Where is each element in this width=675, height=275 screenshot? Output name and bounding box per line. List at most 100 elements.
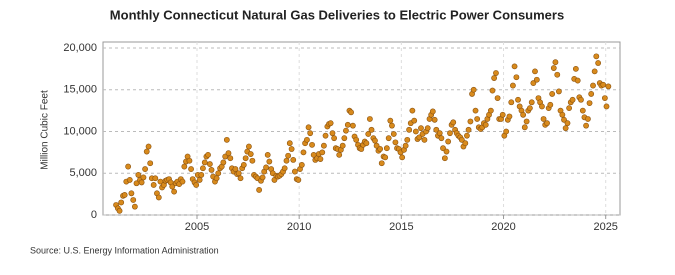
data-point (532, 68, 538, 75)
data-point (539, 103, 545, 110)
data-point (533, 76, 540, 83)
data-point (135, 172, 142, 178)
data-point (290, 156, 297, 163)
data-point (256, 187, 263, 193)
data-point (322, 132, 329, 139)
data-point (474, 116, 481, 122)
data-point (528, 99, 535, 106)
data-point (549, 91, 556, 97)
data-point (298, 161, 305, 168)
data-point (365, 131, 372, 137)
data-point (118, 199, 125, 206)
data-point (569, 96, 576, 103)
data-point (348, 109, 354, 116)
data-point (566, 105, 573, 112)
data-point (491, 75, 498, 81)
x-tick-label: 2025 (593, 221, 617, 233)
data-point (142, 166, 148, 172)
data-point (320, 142, 327, 149)
data-point (196, 177, 203, 183)
data-point (213, 175, 220, 182)
data-point (601, 95, 608, 101)
data-point (482, 121, 489, 128)
y-tick-label: 5,000 (69, 167, 97, 179)
data-point (412, 128, 419, 135)
data-point (406, 126, 413, 133)
data-point (402, 142, 409, 149)
data-point (339, 142, 346, 149)
data-point (392, 139, 399, 146)
data-point (138, 179, 145, 186)
data-point (470, 86, 477, 93)
data-point (561, 116, 567, 123)
data-point (121, 192, 128, 198)
data-point (387, 117, 394, 124)
data-point (513, 74, 520, 81)
data-point (286, 140, 293, 147)
data-point (554, 71, 561, 78)
data-point (143, 148, 150, 155)
data-point (291, 168, 298, 175)
data-point (433, 126, 440, 133)
data-point (125, 163, 132, 170)
data-point (366, 116, 373, 122)
data-point (145, 143, 152, 150)
data-point (404, 136, 411, 143)
data-point (515, 96, 521, 103)
data-point (440, 145, 446, 152)
data-point (150, 182, 157, 188)
data-point (494, 95, 501, 101)
data-point (520, 111, 527, 118)
data-point (586, 100, 593, 107)
data-point (493, 70, 499, 76)
data-point (588, 91, 595, 97)
data-point (283, 157, 290, 164)
plot-frame (102, 41, 621, 216)
data-point (464, 132, 470, 139)
data-point (128, 190, 135, 197)
data-point (126, 177, 133, 183)
data-point (206, 161, 213, 167)
data-point (200, 165, 206, 172)
data-point (363, 140, 370, 147)
data-point (242, 155, 249, 162)
data-point (547, 101, 554, 108)
data-point (467, 118, 474, 125)
data-point (240, 161, 247, 168)
data-point (550, 65, 557, 71)
data-point (327, 120, 334, 127)
data-point (385, 135, 392, 142)
data-point (198, 172, 205, 178)
y-tick-label: 20,000 (63, 42, 97, 54)
data-point (418, 125, 424, 132)
data-point (130, 197, 137, 203)
data-point (462, 140, 469, 147)
x-tick-label: 2020 (491, 221, 515, 233)
data-point (140, 174, 147, 181)
data-point (205, 151, 211, 158)
chart-title: Monthly Connecticut Natural Gas Deliveri… (110, 7, 564, 22)
data-point (232, 166, 239, 172)
data-point (227, 155, 234, 162)
data-point (508, 99, 515, 106)
data-point (487, 107, 494, 114)
data-point (336, 151, 343, 158)
data-point (350, 122, 356, 129)
data-point (506, 113, 513, 120)
data-point (116, 207, 123, 214)
source-note: Source: U.S. Energy Information Administ… (30, 245, 219, 255)
data-point (510, 82, 516, 89)
data-point (152, 175, 159, 182)
data-point (465, 126, 472, 133)
data-point (579, 107, 586, 114)
data-point (540, 116, 547, 122)
data-point (399, 154, 406, 161)
y-tick-label: 0 (91, 209, 97, 221)
data-point (223, 136, 230, 143)
data-point (215, 170, 222, 177)
data-point (511, 63, 518, 70)
data-point (409, 107, 416, 114)
data-point (131, 203, 138, 210)
data-point (372, 137, 378, 144)
